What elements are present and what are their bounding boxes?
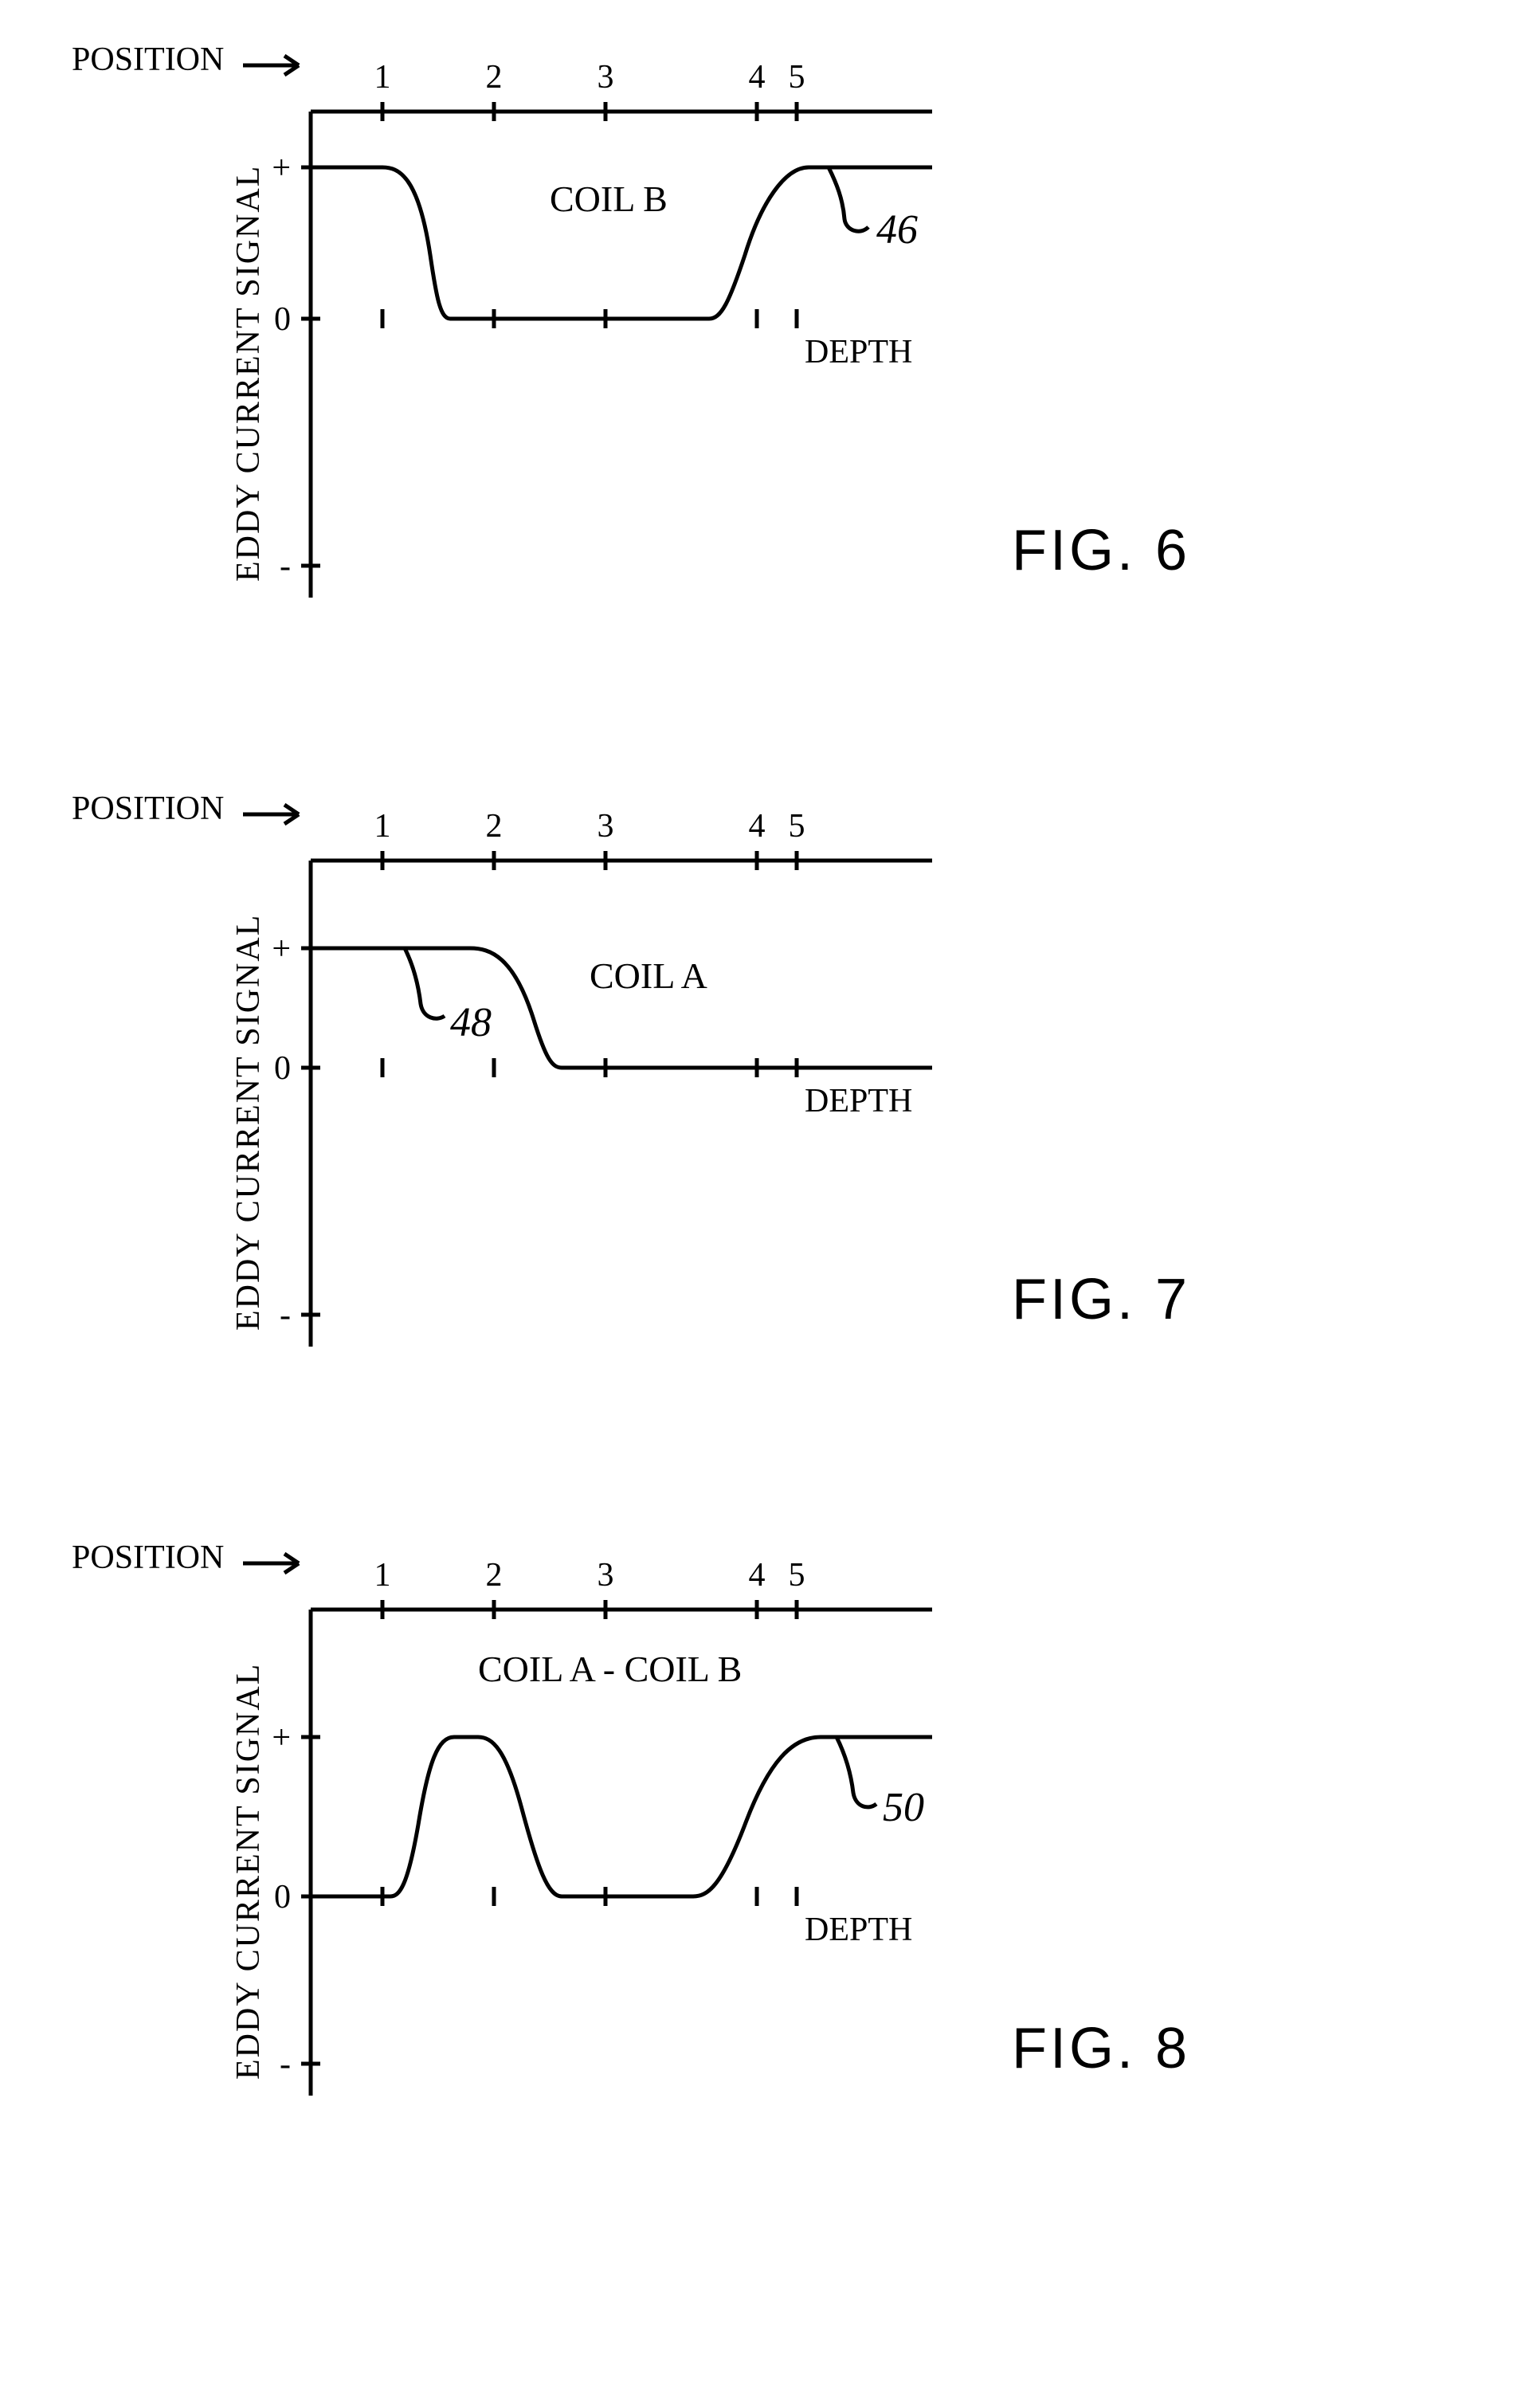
annotation-hook — [837, 1737, 876, 1807]
chart-title: COIL A - COIL B — [478, 1649, 742, 1689]
top-tick-labels: 1 2 3 4 5 — [374, 1557, 805, 1594]
x-axis-label: DEPTH — [805, 1083, 912, 1120]
figure-8-svg: 1 2 3 4 5 + 0 - — [231, 1546, 948, 2120]
position-label: POSITION — [72, 790, 224, 827]
top-tick-label: 4 — [749, 1557, 766, 1594]
top-tick-label: 1 — [374, 808, 391, 845]
y-tick-labels: + 0 - — [272, 1720, 291, 2083]
curve-diff — [311, 1737, 932, 1896]
position-label: POSITION — [72, 41, 224, 78]
y-tick-label: 0 — [274, 301, 291, 338]
y-tick-label: - — [280, 1297, 291, 1334]
annotation-hook — [829, 167, 868, 231]
figure-7: 1 2 3 4 5 + 0 - — [231, 797, 948, 1371]
top-tick-label: 5 — [789, 59, 805, 96]
y-tick-label: - — [280, 2046, 291, 2083]
y-tick-label: - — [280, 548, 291, 585]
y-tick-labels: + 0 - — [272, 931, 291, 1334]
top-tick-label: 2 — [486, 1557, 503, 1594]
figure-8: 1 2 3 4 5 + 0 - — [231, 1546, 948, 2120]
top-tick-label: 5 — [789, 808, 805, 845]
position-label-row-6: POSITION — [64, 32, 343, 96]
figure-6-svg: 1 2 3 4 5 + 0 - — [231, 48, 948, 622]
top-tick-label: 3 — [598, 808, 614, 845]
curve-annotation: 46 — [876, 207, 918, 253]
top-tick-label: 1 — [374, 59, 391, 96]
figure-label-7: FIG. 7 — [1012, 1267, 1190, 1332]
figure-label-6: FIG. 6 — [1012, 518, 1190, 583]
top-tick-label: 3 — [598, 1557, 614, 1594]
y-axis-label: EDDY CURRENT SIGNAL — [231, 914, 267, 1331]
top-tick-label: 1 — [374, 1557, 391, 1594]
chart-title: COIL A — [590, 955, 707, 996]
figure-6: 1 2 3 4 5 + 0 - — [231, 48, 948, 622]
top-tick-label: 5 — [789, 1557, 805, 1594]
arrow-icon — [243, 56, 299, 75]
curve-annotation: 50 — [883, 1785, 924, 1830]
position-label: POSITION — [72, 1539, 224, 1576]
top-tick-label: 2 — [486, 808, 503, 845]
y-axis-label: EDDY CURRENT SIGNAL — [231, 165, 267, 582]
position-label-row-7: POSITION — [64, 781, 343, 845]
x-axis-label: DEPTH — [805, 1912, 912, 1948]
y-tick-labels: + 0 - — [272, 150, 291, 585]
top-tick-label: 4 — [749, 808, 766, 845]
position-label-row-8: POSITION — [64, 1530, 343, 1594]
arrow-icon — [243, 1554, 299, 1573]
y-tick-label: 0 — [274, 1050, 291, 1087]
top-tick-labels: 1 2 3 4 5 — [374, 59, 805, 96]
curve-annotation: 48 — [450, 1000, 492, 1045]
y-tick-label: 0 — [274, 1879, 291, 1916]
top-tick-label: 4 — [749, 59, 766, 96]
figure-7-svg: 1 2 3 4 5 + 0 - — [231, 797, 948, 1371]
y-tick-label: + — [272, 150, 291, 186]
y-tick-label: + — [272, 1720, 291, 1756]
chart-title: COIL B — [550, 178, 668, 219]
top-tick-label: 3 — [598, 59, 614, 96]
annotation-hook — [405, 948, 445, 1018]
y-axis-label: EDDY CURRENT SIGNAL — [231, 1663, 267, 2080]
x-axis-label: DEPTH — [805, 334, 912, 371]
top-tick-labels: 1 2 3 4 5 — [374, 808, 805, 845]
figure-label-8: FIG. 8 — [1012, 2016, 1190, 2081]
top-tick-label: 2 — [486, 59, 503, 96]
y-tick-label: + — [272, 931, 291, 967]
arrow-icon — [243, 805, 299, 824]
